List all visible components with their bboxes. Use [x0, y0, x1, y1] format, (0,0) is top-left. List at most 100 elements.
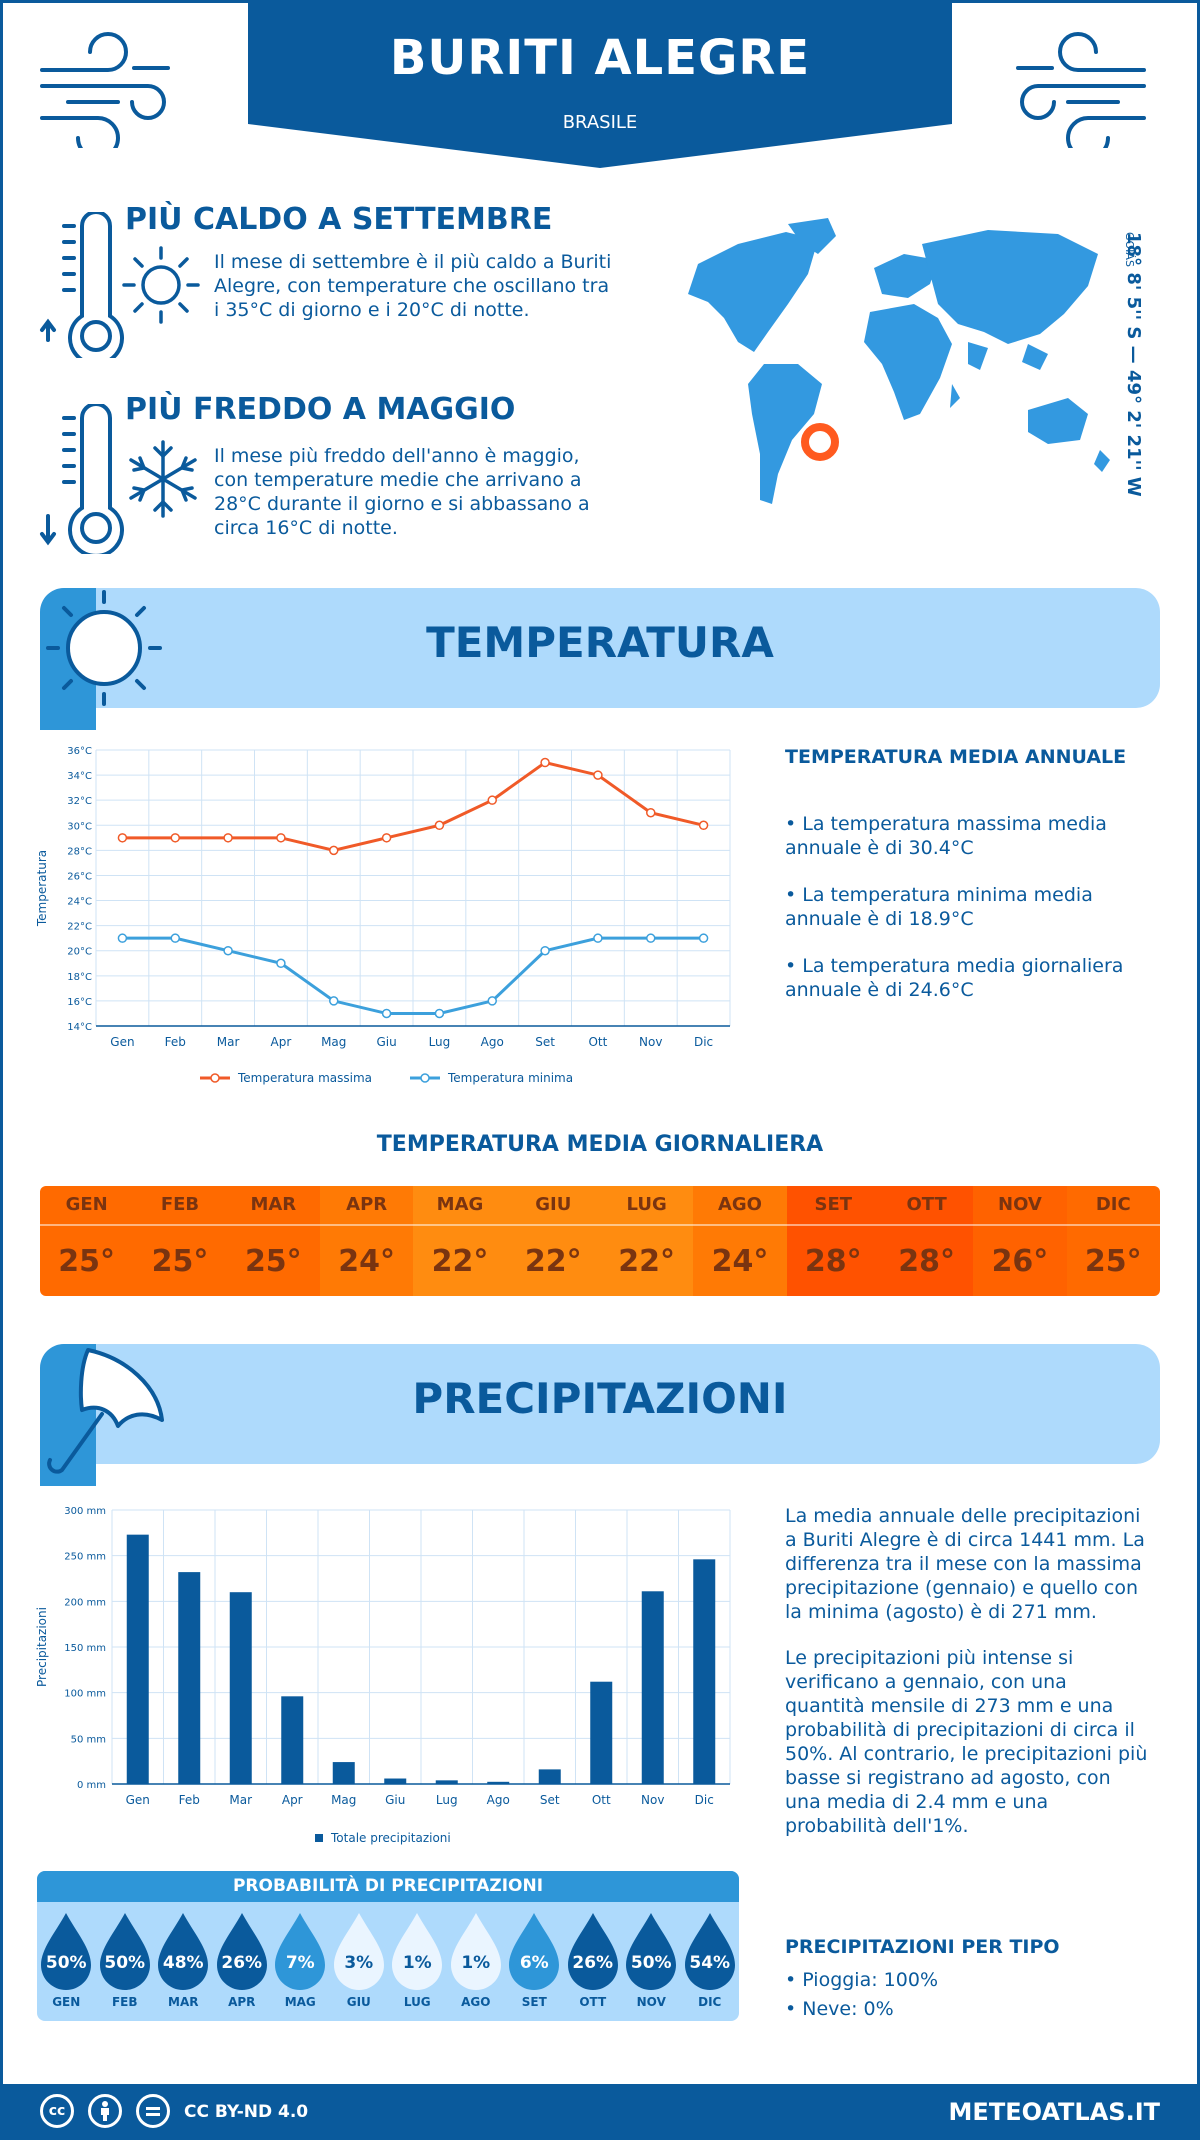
y-tick-label: 36°C: [67, 746, 92, 757]
bar: [332, 1762, 355, 1784]
city-title: BURITI ALEGRE: [389, 30, 811, 86]
probability-drop: 50% GEN: [37, 1911, 95, 2016]
world-map: [688, 218, 1110, 504]
probability-month: DIC: [698, 1995, 722, 2009]
probability-value: 26%: [572, 1953, 614, 1973]
site-link[interactable]: METEOATLAS.IT: [948, 2098, 1160, 2126]
no-derivatives-icon: [136, 2094, 170, 2128]
probability-month: GIU: [346, 1995, 371, 2009]
legend-label: Totale precipitazioni: [330, 1831, 451, 1845]
month-label: FEB: [133, 1186, 227, 1226]
data-point: [593, 933, 603, 943]
probability-drop: 6% SET: [505, 1911, 563, 2016]
probability-month: GEN: [52, 1995, 81, 2009]
data-point: [170, 833, 180, 843]
y-tick-label: 24°C: [67, 897, 92, 908]
raindrop-icon: [567, 1913, 618, 1990]
data-point: [117, 933, 128, 943]
bar: [538, 1769, 561, 1784]
precipitation-chart: 0 mm 50 mm 100 mm 150 mm 200 mm 250 mm 300 mm G…: [35, 1506, 731, 1845]
probability-drop: 48% MAR: [154, 1911, 212, 2016]
probability-drop: 7% MAG: [271, 1911, 329, 2016]
precipitation-summary: La media annuale delle precipitazioni a …: [785, 1505, 1145, 1623]
y-tick-label: 0 mm: [77, 1780, 106, 1791]
x-tick-label: Gen: [110, 1035, 134, 1049]
data-point: [487, 996, 497, 1006]
probability-drop: 3% GIU: [330, 1911, 388, 2016]
bar: [487, 1781, 510, 1784]
probability-month: SET: [521, 1995, 547, 2009]
bar: [435, 1780, 458, 1784]
sun-icon: [122, 246, 200, 324]
data-point: [381, 833, 392, 843]
y-tick-label: 150 mm: [64, 1643, 106, 1654]
umbrella-badge-icon: [40, 1344, 164, 1486]
month-label: OTT: [879, 1186, 974, 1226]
month-temp-value: 25°: [1084, 1243, 1142, 1279]
legend-label: Temperatura minima: [447, 1071, 573, 1085]
month-label: APR: [319, 1186, 414, 1226]
probability-drop: 54% DIC: [681, 1911, 739, 2016]
y-tick-label: 32°C: [67, 796, 92, 807]
month-temp-cell: DIC 25°: [1066, 1186, 1160, 1296]
x-tick-label: Mag: [331, 1793, 356, 1807]
annual-temp-bullet: • La temperatura minima media annuale è …: [785, 884, 1093, 930]
month-label: DIC: [1066, 1186, 1160, 1226]
bar: [641, 1591, 664, 1784]
x-tick-label: Ott: [592, 1793, 611, 1807]
probability-value: 54%: [689, 1953, 731, 1973]
month-temp-value: 24°: [711, 1243, 769, 1279]
raindrop-icon: [684, 1913, 735, 1990]
raindrop-icon: [158, 1913, 209, 1990]
precip-type-title: PRECIPITAZIONI PER TIPO: [785, 1936, 1060, 1958]
y-tick-label: 28°C: [67, 846, 92, 857]
probability-drop: 50% FEB: [96, 1911, 154, 2016]
precipitation-title: PRECIPITAZIONI: [412, 1374, 788, 1423]
data-point: [117, 833, 128, 843]
header-banner: [248, 0, 952, 168]
x-tick-label: Nov: [639, 1035, 662, 1049]
y-tick-label: 34°C: [67, 771, 92, 782]
probability-month: MAG: [284, 1995, 316, 2009]
y-axis-label: Temperatura: [35, 850, 49, 927]
raindrop-icon: [450, 1913, 501, 1990]
probability-value: 1%: [461, 1953, 491, 1973]
month-label: SET: [786, 1186, 880, 1226]
data-point: [646, 807, 656, 818]
data-point: [223, 833, 233, 843]
data-point: [329, 996, 339, 1006]
month-temp-value: 22°: [524, 1243, 582, 1279]
bar: [178, 1572, 201, 1784]
footer: cc CC BY-ND 4.0 METEOATLAS.IT: [0, 2084, 1200, 2140]
coldest-title: PIÙ FREDDO A MAGGIO: [125, 392, 516, 427]
data-point: [276, 958, 286, 969]
data-point: [276, 833, 286, 843]
temperature-title: TEMPERATURA: [426, 618, 774, 667]
month-temp-value: 25°: [244, 1243, 302, 1279]
probability-value: 3%: [344, 1953, 374, 1973]
annual-temp-bullet: • La temperatura media giornaliera annua…: [785, 955, 1124, 1001]
data-point: [487, 795, 497, 805]
data-point: [540, 945, 550, 956]
cc-icon: cc: [40, 2094, 74, 2128]
wind-icon: [1016, 32, 1146, 148]
x-tick-label: Feb: [179, 1793, 200, 1807]
data-point: [646, 933, 656, 943]
x-tick-label: Ago: [481, 1035, 504, 1049]
raindrop-icon: [41, 1913, 92, 1990]
month-temp-cell: AGO 24°: [693, 1186, 787, 1296]
probability-drop: 26% OTT: [564, 1911, 622, 2016]
probability-drop: 1% AGO: [447, 1911, 505, 2016]
x-tick-label: Mag: [321, 1035, 346, 1049]
x-tick-label: Ago: [487, 1793, 510, 1807]
x-tick-label: Lug: [436, 1793, 458, 1807]
monthly-temp-table: GEN 25° FEB 25° MAR 25° APR 24° MAG 22° GIU 22° LUG 2…: [40, 1186, 1160, 1296]
month-temp-cell: MAG 22°: [413, 1186, 507, 1296]
month-temp-cell: OTT 28°: [879, 1186, 974, 1296]
probability-title: PROBABILITÀ DI PRECIPITAZIONI: [37, 1871, 739, 1902]
country-subtitle: BRASILE: [562, 112, 638, 133]
probability-value: 1%: [402, 1953, 432, 1973]
month-temp-cell: MAR 25°: [226, 1186, 320, 1296]
probability-month: APR: [228, 1995, 256, 2009]
probability-value: 50%: [630, 1953, 672, 1973]
